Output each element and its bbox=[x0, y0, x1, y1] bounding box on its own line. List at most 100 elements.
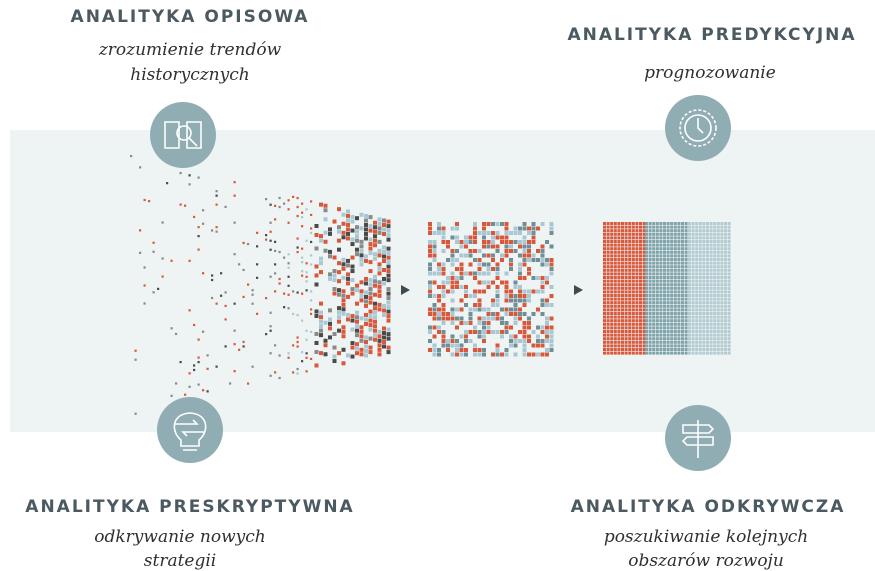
pixel bbox=[674, 247, 677, 250]
pixel bbox=[625, 276, 628, 279]
pixel bbox=[702, 334, 705, 337]
pixel bbox=[614, 334, 617, 337]
pixel bbox=[692, 229, 695, 232]
pixel bbox=[617, 308, 620, 311]
pixel bbox=[652, 352, 655, 355]
pixel bbox=[685, 337, 688, 340]
pixel bbox=[505, 245, 509, 249]
pixel bbox=[355, 329, 359, 333]
pixel bbox=[699, 326, 702, 329]
pixel bbox=[355, 230, 359, 234]
pixel bbox=[692, 272, 695, 275]
pixel bbox=[639, 251, 642, 254]
pixel bbox=[473, 276, 477, 280]
pixel bbox=[265, 297, 267, 299]
pixel bbox=[628, 276, 631, 279]
pixel bbox=[541, 303, 545, 307]
pixel bbox=[607, 352, 610, 355]
pixel bbox=[617, 236, 620, 239]
pixel bbox=[659, 247, 662, 250]
pixel bbox=[333, 278, 337, 282]
pixel bbox=[202, 223, 204, 225]
pixel bbox=[469, 317, 473, 321]
pixel bbox=[360, 339, 364, 343]
pixel bbox=[677, 240, 680, 243]
pixel bbox=[728, 348, 731, 351]
pixel bbox=[478, 272, 482, 276]
pixel bbox=[688, 262, 691, 265]
pixel bbox=[724, 326, 727, 329]
pixel bbox=[473, 227, 477, 231]
pixel bbox=[433, 231, 437, 235]
pixel bbox=[297, 291, 299, 293]
pixel bbox=[717, 348, 720, 351]
pixel bbox=[614, 319, 617, 322]
pixel bbox=[541, 299, 545, 303]
pixel bbox=[428, 312, 432, 316]
pixel bbox=[482, 245, 486, 249]
pixel bbox=[639, 236, 642, 239]
pixel bbox=[514, 312, 518, 316]
pixel bbox=[695, 290, 698, 293]
pixel bbox=[541, 245, 545, 249]
pixel bbox=[685, 305, 688, 308]
pixel bbox=[355, 248, 359, 252]
pixel bbox=[632, 265, 635, 268]
pixel bbox=[695, 312, 698, 315]
pixel bbox=[702, 240, 705, 243]
pixel bbox=[306, 208, 308, 210]
pixel bbox=[645, 226, 648, 229]
pixel bbox=[527, 272, 531, 276]
pixel bbox=[670, 287, 673, 290]
pixel bbox=[699, 334, 702, 337]
pixel bbox=[496, 276, 500, 280]
pixel bbox=[663, 258, 666, 261]
pixel bbox=[720, 226, 723, 229]
pixel bbox=[677, 301, 680, 304]
pixel bbox=[692, 316, 695, 319]
pixel bbox=[451, 227, 455, 231]
pixel bbox=[297, 215, 299, 217]
pixel bbox=[545, 276, 549, 280]
pixel bbox=[706, 319, 709, 322]
pixel bbox=[670, 344, 673, 347]
pixel bbox=[681, 240, 684, 243]
pixel bbox=[360, 352, 364, 356]
pixel bbox=[610, 352, 613, 355]
pixel bbox=[702, 226, 705, 229]
pixel bbox=[469, 312, 473, 316]
pixel bbox=[342, 330, 346, 334]
pixel bbox=[382, 250, 386, 254]
pixel bbox=[464, 348, 468, 352]
pixel bbox=[625, 330, 628, 333]
pixel bbox=[342, 262, 346, 266]
pixel bbox=[645, 301, 648, 304]
pixel bbox=[663, 244, 666, 247]
pixel bbox=[670, 276, 673, 279]
pixel bbox=[487, 326, 491, 330]
pixel bbox=[532, 312, 536, 316]
pixel bbox=[319, 315, 323, 319]
pixel bbox=[433, 281, 437, 285]
pixel bbox=[677, 258, 680, 261]
pixel bbox=[446, 312, 450, 316]
pixel bbox=[496, 290, 500, 294]
pixel bbox=[674, 258, 677, 261]
pixel bbox=[319, 261, 323, 265]
pixel bbox=[625, 352, 628, 355]
pixel bbox=[652, 262, 655, 265]
pixel bbox=[717, 229, 720, 232]
pixel bbox=[315, 314, 319, 318]
pixel bbox=[382, 259, 386, 263]
pixel bbox=[713, 269, 716, 272]
pixel bbox=[301, 270, 303, 272]
pixel bbox=[603, 283, 606, 286]
pixel bbox=[706, 312, 709, 315]
pixel bbox=[659, 316, 662, 319]
pixel bbox=[645, 319, 648, 322]
pixel bbox=[536, 258, 540, 262]
pixel bbox=[699, 348, 702, 351]
pixel bbox=[692, 294, 695, 297]
pixel bbox=[505, 240, 509, 244]
pixel bbox=[724, 301, 727, 304]
